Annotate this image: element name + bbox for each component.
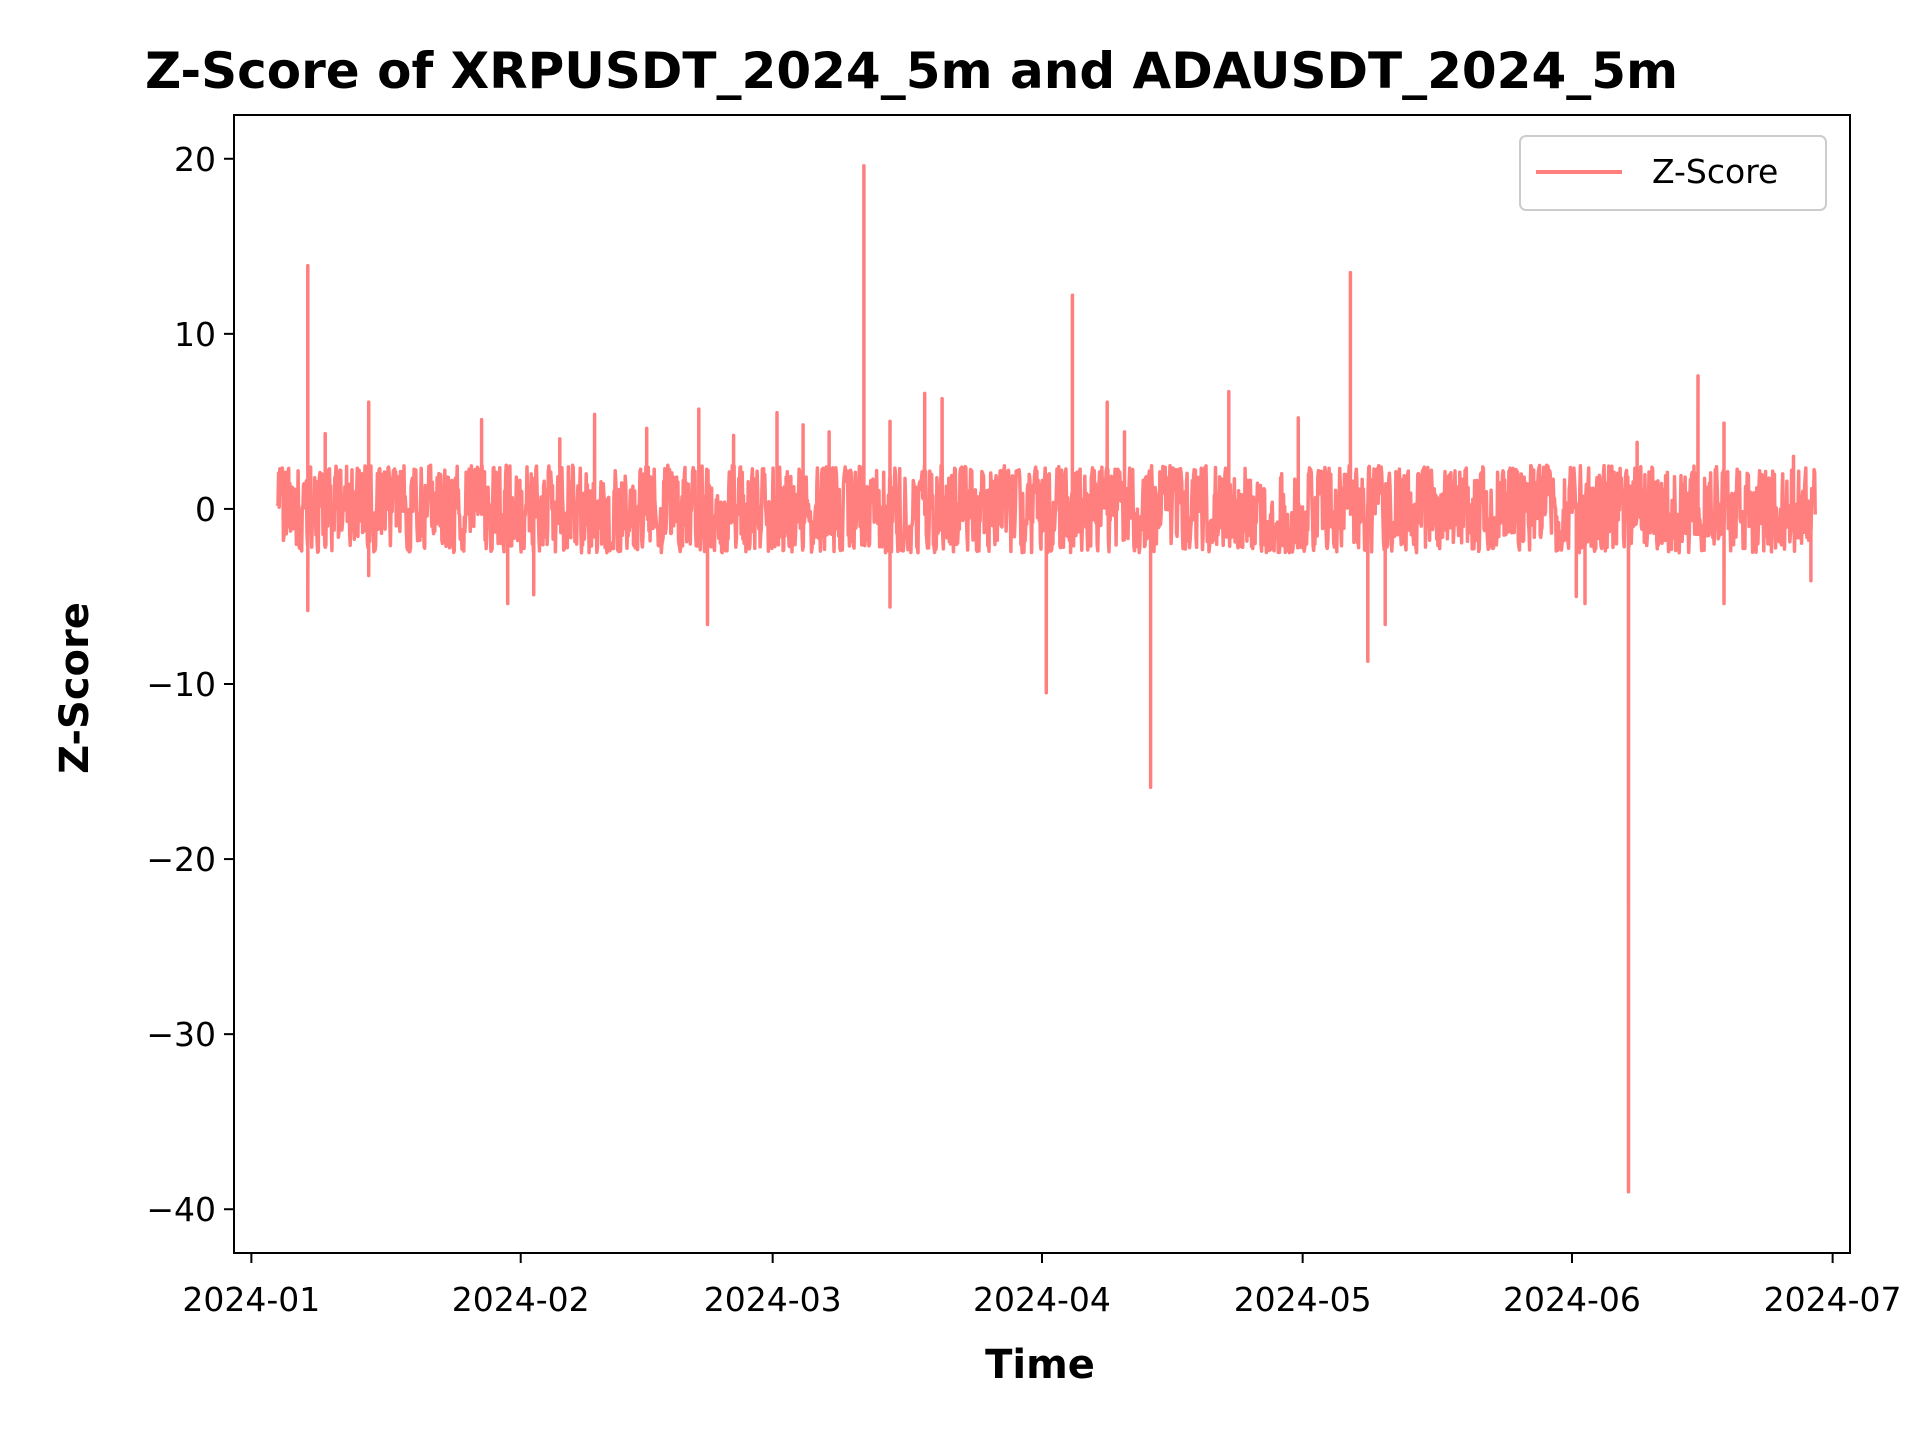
x-axis-label: Time [985, 1342, 1095, 1388]
x-tick-label: 2024-05 [1234, 1280, 1372, 1319]
y-axis-label: Z-Score [52, 602, 98, 774]
plot-area [233, 114, 1851, 1254]
x-tick-label: 2024-02 [452, 1280, 590, 1319]
x-tick-label: 2024-04 [973, 1280, 1111, 1319]
x-tick-label: 2024-03 [704, 1280, 842, 1319]
x-tick-label: 2024-07 [1764, 1280, 1902, 1319]
y-tick-label: 20 [174, 140, 216, 179]
y-tick-label: −20 [146, 840, 216, 879]
x-axis: 2024-01 2024-02 2024-03 2024-04 2024-05 2024-… [182, 1253, 1902, 1319]
chart-title: Z-Score of XRPUSDT_2024_5m and ADAUSDT_2… [145, 42, 1678, 100]
legend: Z-Score [1519, 135, 1827, 211]
y-axis: 20 10 0 −10 −20 −30 −40 [146, 140, 234, 1229]
legend-label: Z-Score [1652, 152, 1778, 191]
series-group [275, 164, 1817, 1194]
y-tick-label: −10 [146, 665, 216, 704]
x-tick-label: 2024-06 [1503, 1280, 1641, 1319]
y-tick-label: 10 [174, 315, 216, 354]
y-tick-label: 0 [195, 490, 216, 529]
series-line-zscore [275, 164, 1817, 1194]
y-tick-label: −40 [146, 1190, 216, 1229]
y-tick-label: −30 [146, 1015, 216, 1054]
x-tick-label: 2024-01 [182, 1280, 320, 1319]
legend-box [1519, 135, 1827, 211]
plot-background [234, 115, 1850, 1253]
